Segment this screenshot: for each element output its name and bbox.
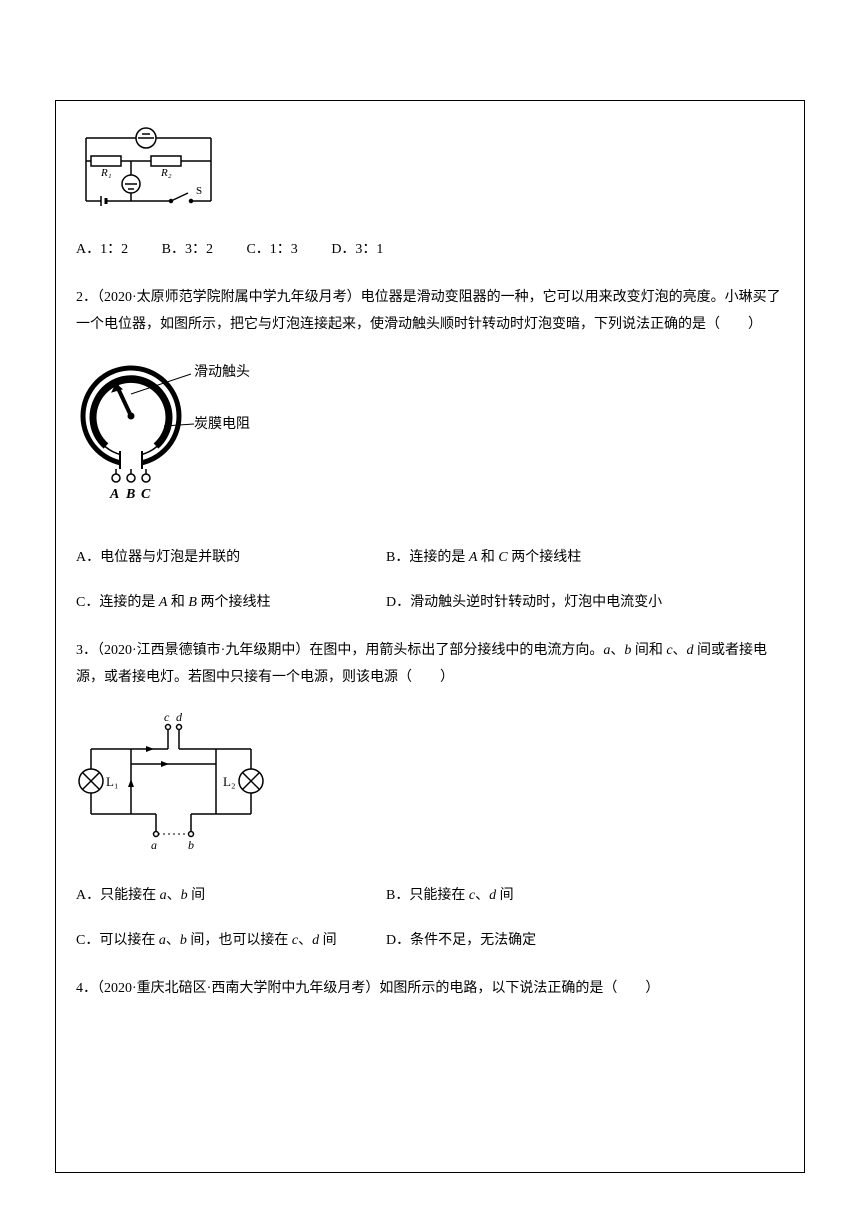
q1-opt-b: B．3：2 [162, 237, 213, 264]
svg-text:d: d [176, 710, 183, 724]
q2-options: A．电位器与灯泡是并联的 B．连接的是 A 和 C 两个接线柱 C．连接的是 A… [76, 545, 784, 616]
svg-text:c: c [164, 710, 170, 724]
svg-text:B: B [125, 487, 135, 502]
svg-text:a: a [151, 838, 157, 852]
q3-text: 3．（2020·江西景德镇市·九年级期中）在图中，用箭头标出了部分接线中的电流方… [76, 638, 784, 691]
svg-text:R₂: R₂ [160, 167, 172, 179]
q3-opt-b: B．只能接在 c、d 间 [386, 883, 784, 910]
q2-diagram: 滑动触头 炭膜电阻 A B C [76, 356, 784, 527]
q3-options: A．只能接在 a、b 间 B．只能接在 c、d 间 C．可以接在 a、b 间，也… [76, 883, 784, 954]
svg-text:A: A [109, 487, 119, 502]
q1-options: A．1：2 B．3：2 C．1：3 D．3：1 [76, 237, 784, 264]
content-area: R₁ R₂ S A．1：2 B．3：2 C．1：3 D．3：1 2．（2020·… [76, 126, 784, 1003]
svg-text:L₁: L₁ [106, 774, 118, 789]
q4-text: 4．（2020·重庆北碚区·西南大学附中九年级月考）如图所示的电路，以下说法正确… [76, 976, 784, 1003]
q3-opt-c: C．可以接在 a、b 间，也可以接在 c、d 间 [76, 928, 386, 955]
svg-text:S: S [196, 185, 202, 197]
svg-text:R₁: R₁ [100, 167, 112, 179]
q2-text: 2．（2020·太原师范学院附属中学九年级月考）电位器是滑动变阻器的一种，它可以… [76, 285, 784, 338]
q1-circuit-diagram: R₁ R₂ S [76, 126, 784, 222]
svg-text:滑动触头: 滑动触头 [194, 363, 250, 380]
svg-text:b: b [188, 838, 194, 852]
q1-opt-d: D．3：1 [331, 237, 383, 264]
q2-opt-c: C．连接的是 A 和 B 两个接线柱 [76, 590, 386, 617]
q1-opt-a: A．1：2 [76, 237, 128, 264]
q3-opt-d: D．条件不足，无法确定 [386, 928, 784, 955]
svg-text:C: C [141, 487, 151, 502]
q3-diagram: c d L₁ L₂ a b [76, 709, 784, 865]
svg-text:L₂: L₂ [223, 774, 235, 789]
svg-text:炭膜电阻: 炭膜电阻 [194, 416, 250, 432]
page-border: R₁ R₂ S A．1：2 B．3：2 C．1：3 D．3：1 2．（2020·… [55, 100, 805, 1173]
q2-opt-a: A．电位器与灯泡是并联的 [76, 545, 386, 572]
q2-opt-d: D．滑动触头逆时针转动时，灯泡中电流变小 [386, 590, 784, 617]
q1-opt-c: C．1：3 [246, 237, 297, 264]
q3-opt-a: A．只能接在 a、b 间 [76, 883, 386, 910]
q2-opt-b: B．连接的是 A 和 C 两个接线柱 [386, 545, 784, 572]
